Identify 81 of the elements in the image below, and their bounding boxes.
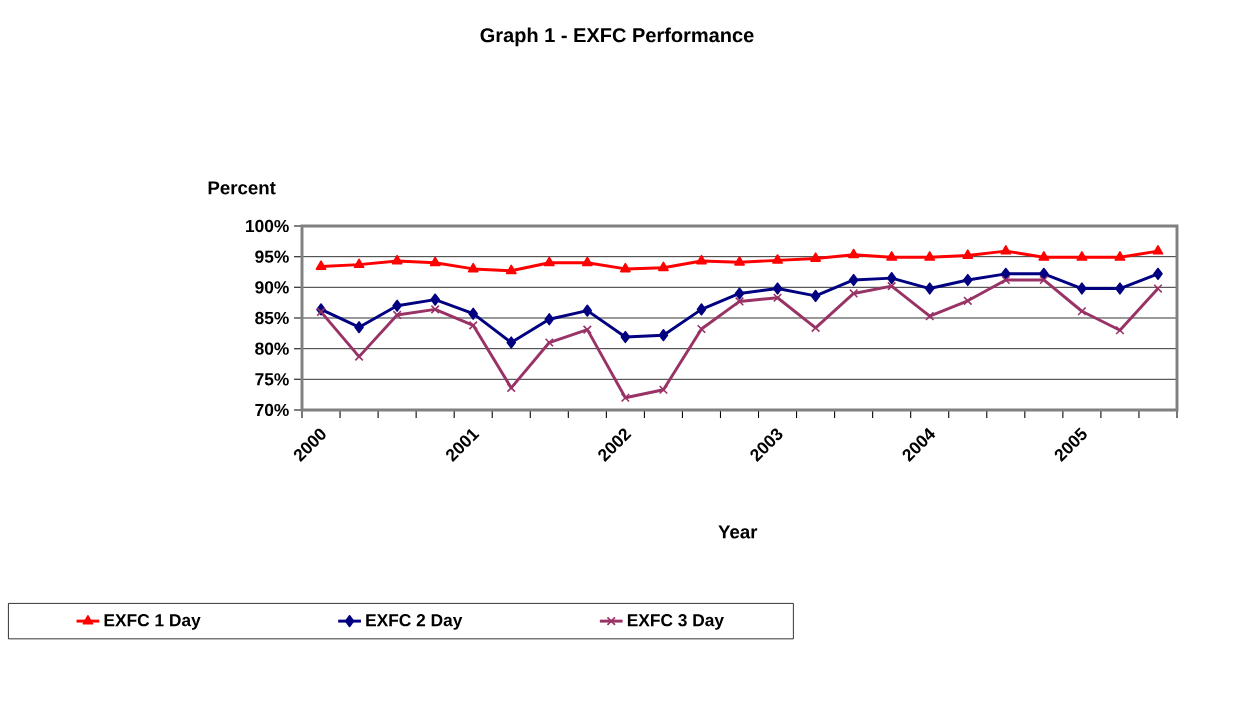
point	[1000, 245, 1012, 255]
point	[1115, 282, 1125, 295]
legend-label: EXFC 3 Day	[627, 614, 724, 630]
point	[392, 299, 402, 312]
point	[772, 254, 783, 264]
point	[1077, 306, 1087, 316]
point	[772, 293, 783, 303]
point	[848, 273, 859, 287]
point	[430, 293, 440, 306]
point	[658, 385, 668, 395]
point	[468, 307, 478, 320]
point	[1076, 251, 1088, 261]
point	[924, 251, 936, 261]
point	[1001, 275, 1011, 285]
point	[887, 281, 897, 291]
y-tick-label: 85%	[255, 311, 289, 325]
point	[1039, 275, 1049, 285]
point	[620, 393, 630, 403]
point	[316, 307, 326, 317]
point	[1115, 325, 1125, 335]
point	[1153, 283, 1163, 294]
point	[886, 251, 898, 261]
point	[924, 282, 935, 295]
point	[506, 383, 516, 393]
legend-label: EXFC 2 Day	[366, 614, 463, 630]
point	[962, 249, 974, 259]
y-tick-label: 90%	[255, 281, 289, 294]
point	[392, 310, 402, 320]
point	[315, 260, 327, 270]
point	[811, 323, 821, 333]
chart-title: Graph 1 - EXFC Performance	[480, 27, 754, 47]
point	[581, 256, 593, 267]
point	[810, 252, 822, 262]
point	[467, 262, 479, 273]
point	[658, 329, 669, 342]
point	[696, 254, 707, 265]
point	[963, 296, 973, 306]
point	[1077, 282, 1087, 295]
point	[354, 321, 364, 334]
point	[734, 256, 745, 266]
point	[430, 304, 440, 314]
point	[543, 256, 555, 267]
y-tick-label: 80%	[255, 342, 289, 355]
point	[468, 320, 478, 330]
point	[1039, 267, 1049, 280]
point	[582, 325, 592, 335]
point	[658, 261, 669, 272]
point	[619, 262, 631, 273]
point	[810, 289, 821, 303]
y-tick-label: 75%	[255, 373, 289, 386]
y-tick-label: 95%	[255, 250, 289, 263]
point	[429, 256, 441, 267]
point	[848, 248, 860, 259]
point	[544, 337, 554, 348]
point	[772, 282, 783, 295]
point	[354, 352, 364, 362]
point	[391, 254, 403, 265]
point	[925, 311, 935, 321]
x-axis-title: Year	[718, 525, 758, 539]
point	[1152, 245, 1164, 255]
point	[849, 288, 859, 299]
point	[734, 296, 745, 306]
point	[886, 271, 897, 285]
point	[734, 287, 745, 300]
point	[582, 304, 593, 317]
point	[696, 324, 707, 334]
point	[505, 264, 517, 275]
point	[544, 313, 555, 326]
y-tick-label: 70%	[255, 403, 289, 417]
point	[1114, 251, 1126, 261]
point	[962, 273, 973, 287]
point	[1038, 251, 1050, 261]
point	[1001, 267, 1011, 280]
legend-label: EXFC 1 Day	[104, 614, 201, 630]
point	[353, 258, 365, 269]
point	[1153, 267, 1163, 280]
point	[620, 330, 631, 344]
point	[506, 336, 517, 349]
point	[696, 303, 707, 316]
y-axis-title: Percent	[208, 181, 276, 195]
y-tick-label: 100%	[246, 219, 289, 233]
